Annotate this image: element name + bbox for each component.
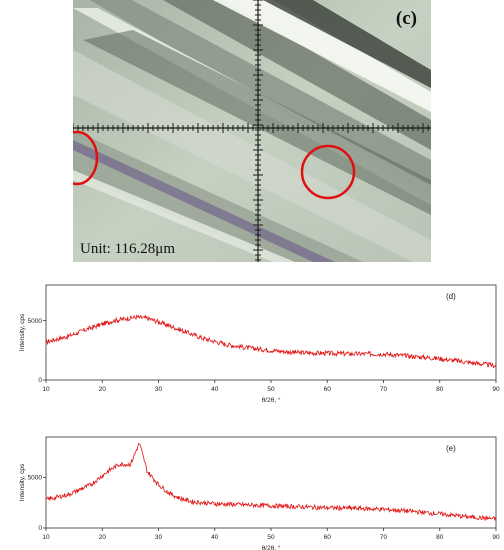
y-tick-label-e: 0: [38, 525, 42, 532]
x-tick-label-e: 40: [211, 534, 219, 541]
y-axis-label-e: Intensity, cps: [19, 463, 26, 501]
series-line-e: [45, 442, 497, 522]
x-tick-label-d: 50: [267, 386, 275, 393]
xrd-chart-e-svg: 10 20 30 40 50 60 70 80 90 0 5000 θ/2θ, ° Intensity,…: [19, 436, 500, 550]
x-tick-label-d: 10: [42, 386, 50, 393]
annotation-circle-right: [300, 144, 356, 200]
panel-label-c: (c): [395, 8, 417, 29]
panel-label-e: (e): [446, 444, 456, 453]
y-axis-label-d: Intensity, cps: [19, 313, 26, 351]
annotation-circle-left: [73, 130, 99, 186]
xrd-chart-d-svg: 10 20 30 40 50 60 70 80 90 0 5000 θ/2θ, ° Intensity,…: [19, 284, 500, 404]
plot-frame-e: [45, 436, 497, 529]
x-tick-label-e: 30: [155, 534, 163, 541]
x-tick-label-e: 70: [380, 534, 388, 541]
micrograph-image: (c) Unit: 116.28μm: [73, 0, 431, 262]
xrd-chart-d: 10 20 30 40 50 60 70 80 90 0 5000 θ/2θ, ° Intensity,…: [0, 280, 504, 405]
x-tick-label-d: 90: [492, 386, 500, 393]
x-tick-label-e: 20: [99, 534, 107, 541]
x-tick-label-e: 90: [492, 534, 500, 541]
x-tick-label-e: 60: [324, 534, 332, 541]
xrd-chart-e: 10 20 30 40 50 60 70 80 90 0 5000 θ/2θ, ° Intensity,…: [0, 432, 504, 550]
x-tick-label-e: 50: [267, 534, 275, 541]
x-tick-label-d: 30: [155, 386, 163, 393]
x-axis-label-e: θ/2θ, °: [262, 544, 281, 550]
x-tick-label-d: 70: [380, 386, 388, 393]
x-tick-label-e: 80: [436, 534, 444, 541]
y-tick-label-d: 5000: [28, 318, 43, 325]
x-tick-label-d: 40: [211, 386, 219, 393]
x-axis-label-d: θ/2θ, °: [262, 396, 281, 404]
x-tick-label-e: 10: [42, 534, 50, 541]
plot-frame-d: [45, 284, 497, 381]
y-tick-label-e: 5000: [28, 475, 43, 482]
scale-unit-label: Unit: 116.28μm: [80, 241, 175, 257]
reticle-ticks: [73, 0, 429, 261]
y-tick-label-d: 0: [38, 377, 42, 384]
micrograph-drawing: [73, 0, 431, 262]
x-tick-label-d: 20: [99, 386, 107, 393]
x-tick-label-d: 60: [324, 386, 332, 393]
x-tick-label-d: 80: [436, 386, 444, 393]
panel-label-d: (d): [446, 292, 456, 301]
series-line-d: [45, 314, 497, 369]
